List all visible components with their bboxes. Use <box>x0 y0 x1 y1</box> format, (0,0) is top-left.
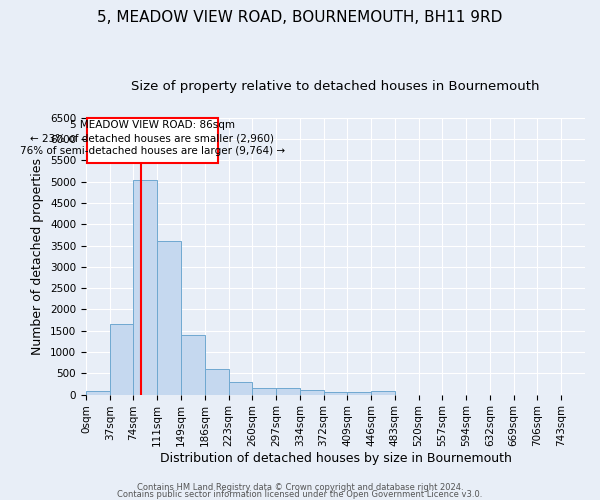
Text: 5, MEADOW VIEW ROAD, BOURNEMOUTH, BH11 9RD: 5, MEADOW VIEW ROAD, BOURNEMOUTH, BH11 9… <box>97 10 503 25</box>
Bar <box>229 382 252 394</box>
Bar <box>300 390 323 394</box>
Text: Contains HM Land Registry data © Crown copyright and database right 2024.: Contains HM Land Registry data © Crown c… <box>137 484 463 492</box>
Bar <box>157 242 181 394</box>
FancyBboxPatch shape <box>86 118 218 164</box>
Bar <box>371 392 395 394</box>
Bar <box>181 335 205 394</box>
Text: 76% of semi-detached houses are larger (9,764) →: 76% of semi-detached houses are larger (… <box>20 146 284 156</box>
Bar <box>323 392 347 394</box>
Bar <box>252 388 276 394</box>
Y-axis label: Number of detached properties: Number of detached properties <box>31 158 44 354</box>
Bar <box>133 180 157 394</box>
Bar <box>205 369 229 394</box>
Text: ← 23% of detached houses are smaller (2,960): ← 23% of detached houses are smaller (2,… <box>30 133 274 143</box>
X-axis label: Distribution of detached houses by size in Bournemouth: Distribution of detached houses by size … <box>160 452 511 465</box>
Text: 5 MEADOW VIEW ROAD: 86sqm: 5 MEADOW VIEW ROAD: 86sqm <box>70 120 235 130</box>
Bar <box>276 388 300 394</box>
Title: Size of property relative to detached houses in Bournemouth: Size of property relative to detached ho… <box>131 80 540 93</box>
Bar <box>110 324 133 394</box>
Bar <box>347 392 371 394</box>
Bar <box>86 392 110 394</box>
Text: Contains public sector information licensed under the Open Government Licence v3: Contains public sector information licen… <box>118 490 482 499</box>
